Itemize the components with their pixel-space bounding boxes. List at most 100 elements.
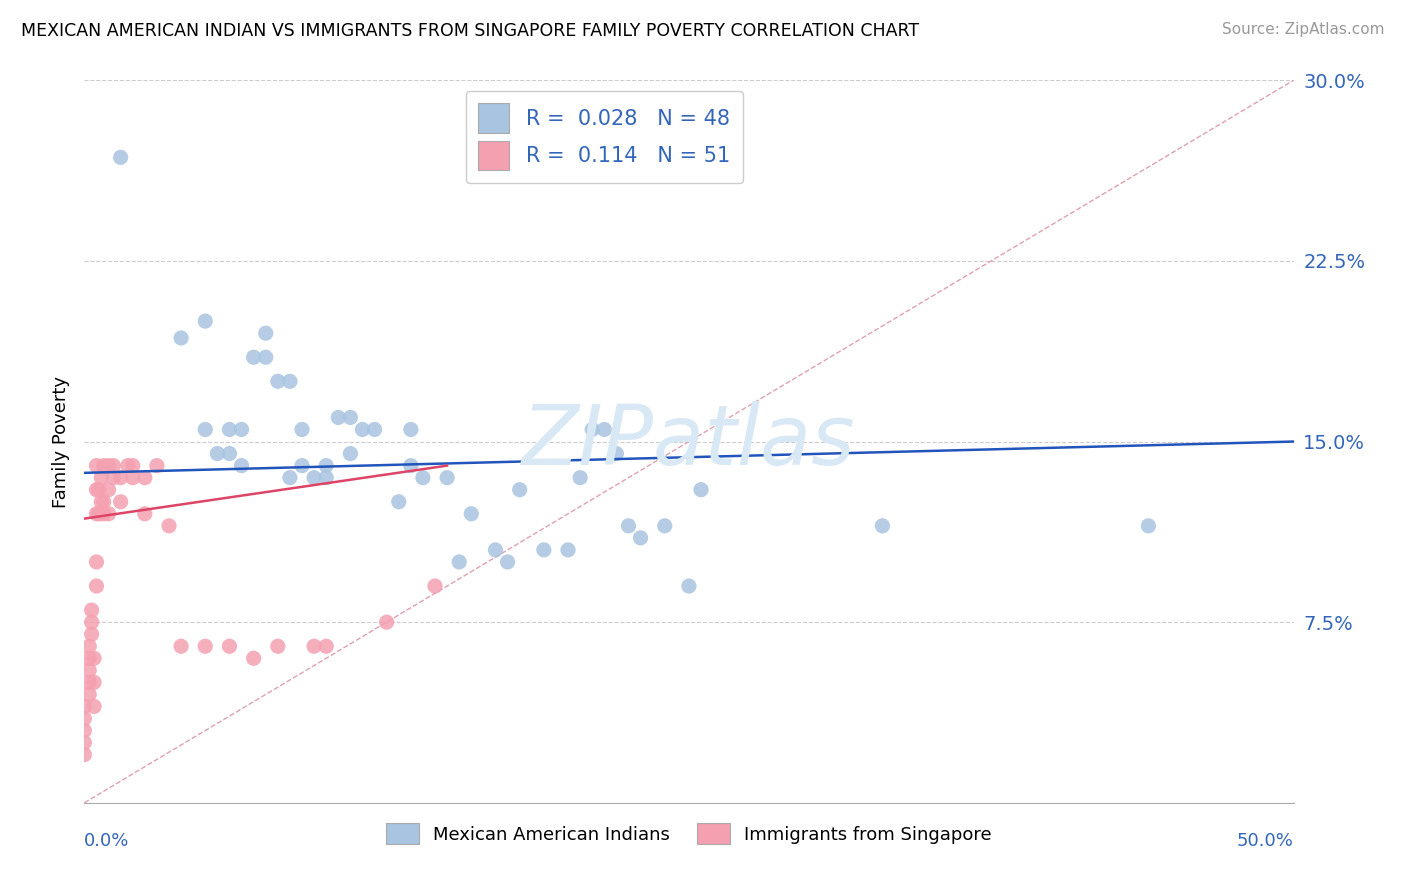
Point (86, 555, 108, 569)
Point (77, 664, 100, 678)
Point (77, 687, 100, 701)
Y-axis label: Family Poverty: Family Poverty (52, 376, 70, 508)
Text: Source: ZipAtlas.com: Source: ZipAtlas.com (1222, 22, 1385, 37)
Point (423, 579, 446, 593)
Point (436, 470, 458, 484)
Point (315, 470, 337, 484)
Point (134, 507, 156, 521)
Point (157, 518, 180, 533)
Point (557, 542, 579, 557)
Point (121, 458, 143, 473)
Point (302, 470, 325, 484)
Point (194, 639, 217, 653)
Point (170, 331, 193, 345)
Point (194, 422, 217, 436)
Point (90, 494, 112, 508)
Point (86, 458, 108, 473)
Point (87, 507, 110, 521)
Point (93, 494, 115, 508)
Point (654, 518, 676, 533)
Point (617, 518, 640, 533)
Point (509, 483, 531, 497)
Point (77, 675, 100, 690)
Point (83, 651, 105, 665)
Point (267, 639, 290, 653)
Text: 0.0%: 0.0% (84, 831, 129, 850)
Point (218, 639, 240, 653)
Point (80, 627, 103, 641)
Point (218, 422, 240, 436)
Point (73, 699, 96, 714)
Point (146, 458, 169, 473)
Point (315, 458, 337, 473)
Point (86, 507, 108, 521)
Point (86, 579, 108, 593)
Point (291, 422, 314, 436)
Point (73, 735, 96, 749)
Point (77, 639, 100, 653)
Point (97, 483, 120, 497)
Point (484, 542, 506, 557)
Point (254, 350, 277, 364)
Point (83, 699, 105, 714)
Point (83, 675, 105, 690)
Point (412, 470, 434, 484)
Point (630, 531, 652, 545)
Point (352, 422, 374, 436)
Point (533, 542, 555, 557)
Point (73, 712, 96, 726)
Point (134, 470, 156, 484)
Point (254, 326, 277, 340)
Point (73, 723, 96, 738)
Point (388, 494, 411, 508)
Point (278, 470, 301, 484)
Point (93, 507, 115, 521)
Point (605, 446, 627, 460)
Point (231, 422, 253, 436)
Point (678, 579, 700, 593)
Point (449, 555, 471, 569)
Text: ZIPatlas: ZIPatlas (522, 401, 856, 482)
Point (569, 470, 592, 484)
Text: MEXICAN AMERICAN INDIAN VS IMMIGRANTS FROM SINGAPORE FAMILY POVERTY CORRELATION : MEXICAN AMERICAN INDIAN VS IMMIGRANTS FR… (21, 22, 920, 40)
Point (593, 422, 616, 436)
Point (315, 639, 337, 653)
Point (375, 615, 398, 630)
Point (73, 747, 96, 762)
Point (87, 483, 110, 497)
Point (103, 470, 125, 484)
Point (170, 639, 193, 653)
Point (581, 422, 603, 436)
Point (110, 150, 132, 164)
Point (80, 615, 103, 630)
Point (207, 446, 229, 460)
Point (339, 446, 361, 460)
Point (77, 651, 100, 665)
Point (267, 374, 290, 388)
Point (117, 458, 139, 473)
Point (90, 470, 112, 484)
Text: 50.0%: 50.0% (1237, 831, 1294, 850)
Point (242, 350, 264, 364)
Point (278, 374, 301, 388)
Point (1137, 518, 1160, 533)
Point (218, 446, 240, 460)
Point (103, 458, 125, 473)
Point (86, 483, 108, 497)
Point (496, 555, 519, 569)
Point (121, 470, 143, 484)
Point (399, 458, 422, 473)
Point (872, 518, 894, 533)
Point (110, 494, 132, 508)
Point (460, 507, 482, 521)
Point (339, 410, 361, 425)
Point (363, 422, 385, 436)
Point (291, 458, 314, 473)
Point (80, 603, 103, 617)
Point (328, 410, 350, 425)
Point (242, 651, 264, 665)
Point (93, 458, 115, 473)
Point (97, 507, 120, 521)
Point (110, 470, 132, 484)
Point (231, 458, 253, 473)
